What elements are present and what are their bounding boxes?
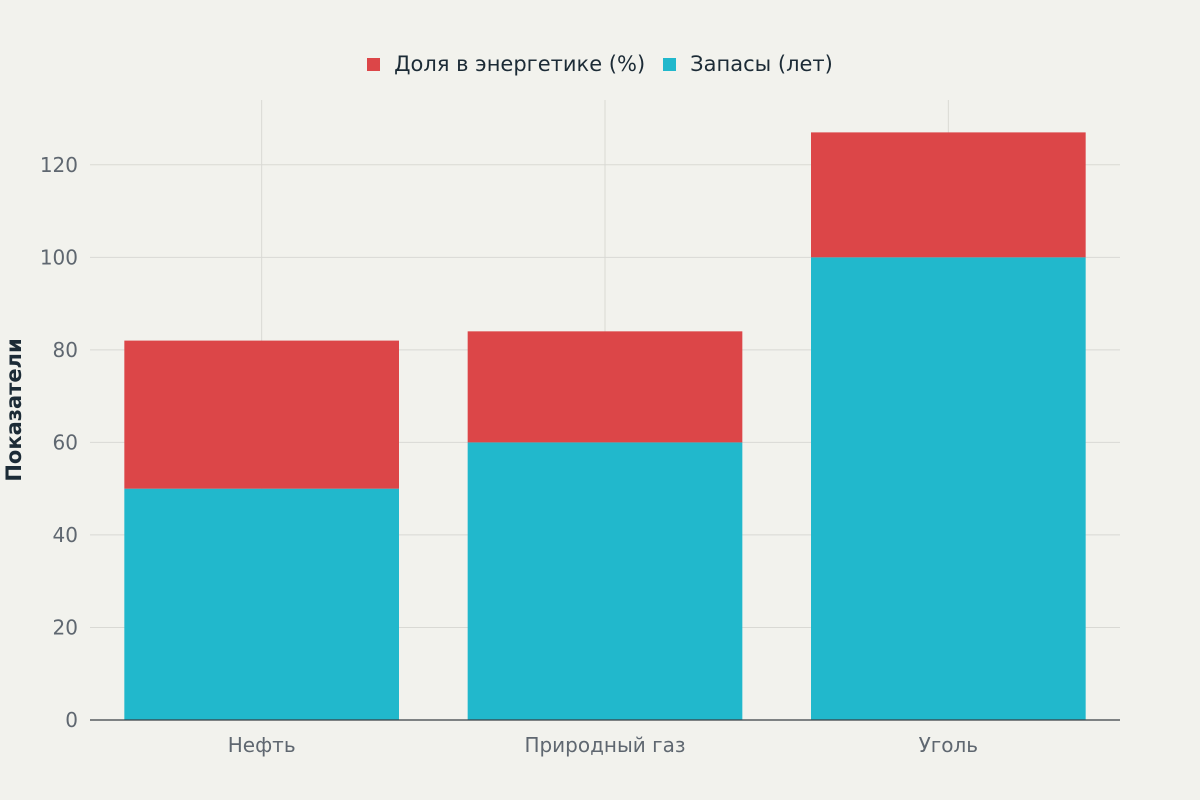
legend-swatch-reserves [663, 57, 677, 71]
y-tick-label: 120 [40, 153, 78, 177]
x-tick-label: Нефть [228, 733, 296, 757]
legend-swatch-share [367, 57, 381, 71]
y-tick-label: 40 [53, 523, 78, 547]
y-tick-label: 80 [53, 338, 78, 362]
y-tick-label: 100 [40, 245, 78, 269]
x-tick-label: Природный газ [524, 733, 685, 757]
legend: Доля в энергетике (%) Запасы (лет) [0, 52, 1200, 76]
y-axis-title: Показатели [2, 338, 26, 482]
y-tick-label: 0 [65, 708, 78, 732]
bar-reserves [467, 442, 743, 720]
legend-item-reserves[interactable]: Запасы (лет) [663, 52, 833, 76]
legend-label-share: Доля в энергетике (%) [394, 52, 646, 76]
legend-item-share[interactable]: Доля в энергетике (%) [367, 52, 645, 76]
bar-share [124, 340, 399, 489]
y-tick-label: 20 [53, 615, 78, 639]
bar-share [811, 132, 1086, 258]
bar-reserves [811, 257, 1086, 720]
bar-share [467, 331, 743, 443]
legend-label-reserves: Запасы (лет) [690, 52, 833, 76]
x-tick-label: Уголь [919, 733, 979, 757]
y-tick-label: 60 [53, 430, 78, 454]
bar-reserves [124, 488, 399, 720]
